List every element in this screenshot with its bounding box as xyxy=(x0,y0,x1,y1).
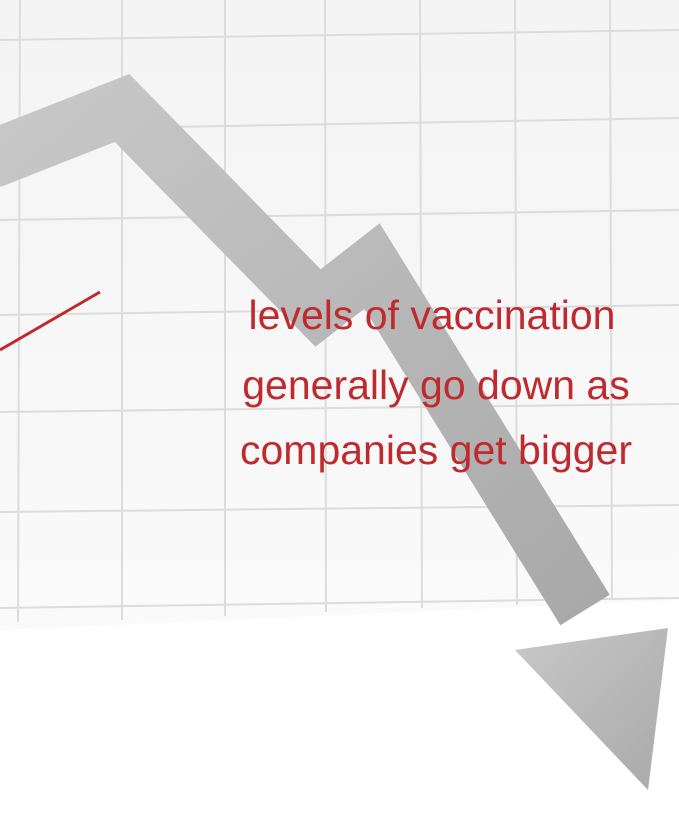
slide-graphic: levels of vaccination generally go down … xyxy=(0,0,679,813)
annotation-line: generally go down as xyxy=(242,362,629,408)
annotation-line: levels of vaccination xyxy=(249,292,616,338)
annotation-line: companies get bigger xyxy=(240,427,632,473)
trend-arrow-head xyxy=(515,628,668,790)
page: levels of vaccination generally go down … xyxy=(0,0,679,813)
